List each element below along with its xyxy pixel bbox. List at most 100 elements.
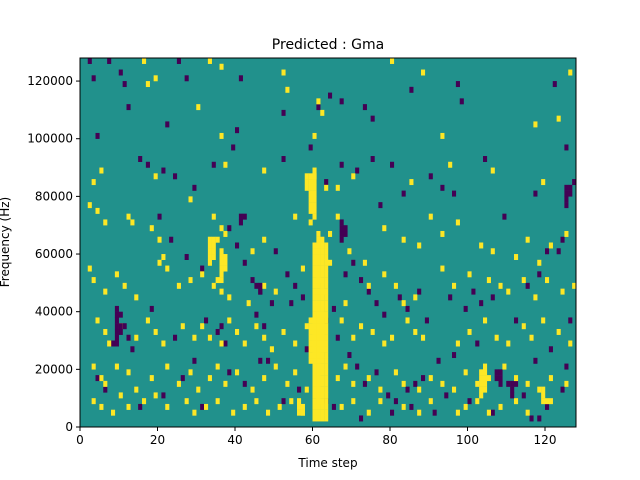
heatmap-cell — [227, 294, 232, 301]
heatmap-cell — [262, 323, 267, 330]
heatmap-cell — [87, 265, 92, 272]
heatmap-cell — [320, 271, 325, 278]
x-axis-label: Time step — [297, 456, 357, 470]
heatmap-cell — [351, 380, 356, 387]
heatmap-cell — [324, 403, 329, 410]
heatmap-cell — [316, 271, 321, 278]
heatmap-cell — [297, 386, 302, 393]
heatmap-cell — [324, 340, 329, 347]
heatmap-cell — [483, 156, 488, 162]
heatmap-cell — [122, 81, 127, 88]
heatmap-cell — [165, 363, 170, 370]
heatmap-cell — [490, 248, 495, 255]
heatmap-cell — [316, 415, 321, 422]
heatmap-cell — [545, 248, 550, 255]
heatmap-cell — [312, 346, 317, 353]
heatmap-cell — [320, 363, 325, 370]
heatmap-cell — [254, 398, 259, 405]
heatmap-cell — [297, 398, 302, 405]
heatmap-cell — [467, 398, 472, 405]
heatmap-cell — [95, 375, 100, 382]
heatmap-cell — [393, 398, 398, 405]
heatmap-cell — [320, 334, 325, 341]
heatmap-cell — [324, 265, 329, 272]
heatmap-cell — [312, 179, 317, 186]
heatmap-cell — [440, 230, 445, 237]
heatmap-cell — [223, 340, 228, 347]
heatmap-cell — [324, 334, 329, 341]
heatmap-cell — [231, 144, 236, 151]
heatmap-cell — [324, 386, 329, 393]
heatmap-cell — [114, 340, 119, 347]
heatmap-cell — [479, 392, 484, 399]
heatmap-cell — [207, 254, 212, 260]
heatmap-cell — [262, 282, 267, 289]
heatmap-cell — [548, 242, 553, 249]
heatmap-cell — [498, 403, 503, 410]
heatmap-cell — [463, 369, 468, 376]
heatmap-cell — [308, 196, 313, 203]
heatmap-cell — [312, 254, 317, 260]
heatmap-cell — [207, 236, 212, 243]
heatmap-cell — [165, 121, 170, 128]
heatmap-cell — [525, 409, 530, 416]
heatmap-cell — [370, 156, 375, 162]
heatmap-cell — [510, 386, 515, 393]
heatmap-cell — [273, 288, 278, 295]
heatmap-cell — [455, 81, 460, 88]
heatmap-cell — [366, 288, 371, 295]
heatmap-cell — [533, 121, 538, 128]
heatmap-cell — [382, 340, 387, 347]
heatmap-cell — [304, 179, 309, 186]
heatmap-cell — [316, 294, 321, 301]
heatmap-cell — [176, 282, 181, 289]
heatmap-cell — [114, 271, 119, 278]
heatmap-cell — [114, 317, 119, 324]
heatmap-cell — [242, 213, 247, 220]
heatmap-cell — [568, 184, 573, 191]
heatmap-cell — [254, 282, 259, 289]
heatmap-cell — [176, 380, 181, 387]
heatmap-cell — [103, 219, 108, 226]
heatmap-cell — [560, 288, 565, 295]
heatmap-cell — [335, 334, 340, 341]
heatmap-cell — [316, 254, 321, 260]
heatmap-cell — [428, 173, 433, 180]
heatmap-cell — [142, 398, 147, 405]
heatmap-cell — [320, 236, 325, 243]
heatmap-cell — [142, 58, 147, 64]
heatmap-cell — [312, 248, 317, 255]
heatmap-cell — [498, 380, 503, 387]
heatmap-cell — [161, 392, 166, 399]
heatmap-cell — [320, 254, 325, 260]
heatmap-cell — [153, 392, 158, 399]
heatmap-cell — [99, 375, 104, 382]
heatmap-cell — [320, 392, 325, 399]
heatmap-cell — [312, 363, 317, 370]
heatmap-cell — [479, 242, 484, 249]
heatmap-cell — [324, 294, 329, 301]
heatmap-cell — [401, 190, 406, 197]
heatmap-cell — [308, 179, 313, 186]
heatmap-cell — [479, 380, 484, 387]
heatmap-cell — [254, 323, 259, 330]
heatmap-cell — [556, 328, 561, 335]
heatmap-cell — [316, 403, 321, 410]
heatmap-cell — [545, 398, 550, 405]
heatmap-cell — [312, 184, 317, 191]
heatmap-cell — [316, 380, 321, 387]
x-tick-label: 80 — [382, 433, 397, 447]
heatmap-cell — [556, 115, 561, 122]
heatmap-cell — [440, 132, 445, 139]
heatmap-cell — [572, 179, 577, 186]
heatmap-cell — [312, 323, 317, 330]
heatmap-cell — [393, 369, 398, 376]
heatmap-cell — [87, 202, 92, 209]
heatmap-cell — [312, 369, 317, 376]
heatmap-cell — [382, 311, 387, 318]
heatmap-cell — [483, 386, 488, 393]
heatmap-cell — [525, 236, 530, 243]
heatmap-cell — [324, 398, 329, 405]
heatmap-cell — [312, 167, 317, 174]
heatmap-cell — [405, 317, 410, 324]
